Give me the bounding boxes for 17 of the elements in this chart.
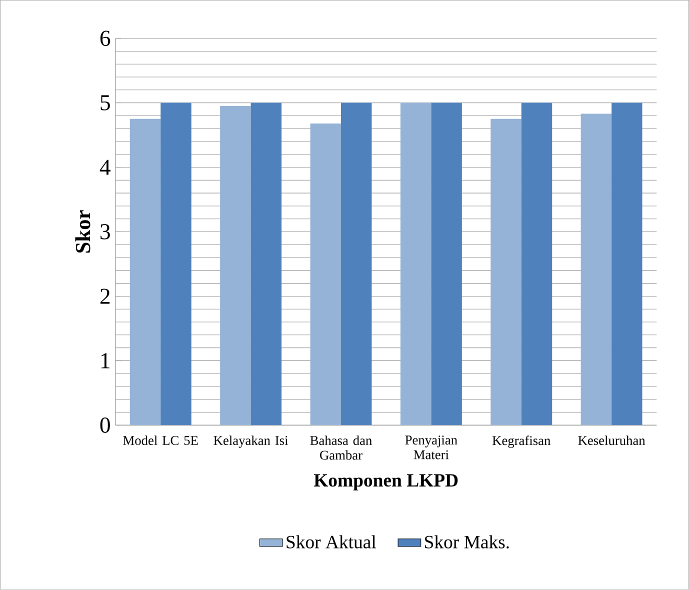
x-tick-label: Keseluruhan bbox=[578, 436, 646, 446]
y-tick-label: 2 bbox=[100, 288, 110, 304]
x-tick-label: Kelayakan Isi bbox=[214, 436, 288, 448]
y-tick-label: 0 bbox=[100, 418, 110, 433]
legend-label: Skor Aktual bbox=[286, 535, 376, 548]
legend-label: Skor Maks. bbox=[425, 535, 509, 549]
x-axis-title: Komponen LKPD bbox=[314, 474, 458, 491]
x-tick-label: Kegrafisan bbox=[492, 436, 550, 448]
y-tick-label: 5 bbox=[100, 95, 110, 110]
x-tick-label: Penyajian Materi bbox=[405, 436, 458, 460]
y-tick-label: 1 bbox=[101, 353, 110, 368]
y-tick-label: 4 bbox=[100, 160, 110, 175]
y-tick-label: 6 bbox=[100, 30, 110, 46]
y-axis-title: Skor bbox=[75, 210, 90, 253]
x-tick-label: Model LC 5E bbox=[123, 436, 198, 446]
y-tick-label: 3 bbox=[100, 224, 110, 240]
x-tick-label: Bahasa dan Gambar bbox=[310, 436, 372, 460]
